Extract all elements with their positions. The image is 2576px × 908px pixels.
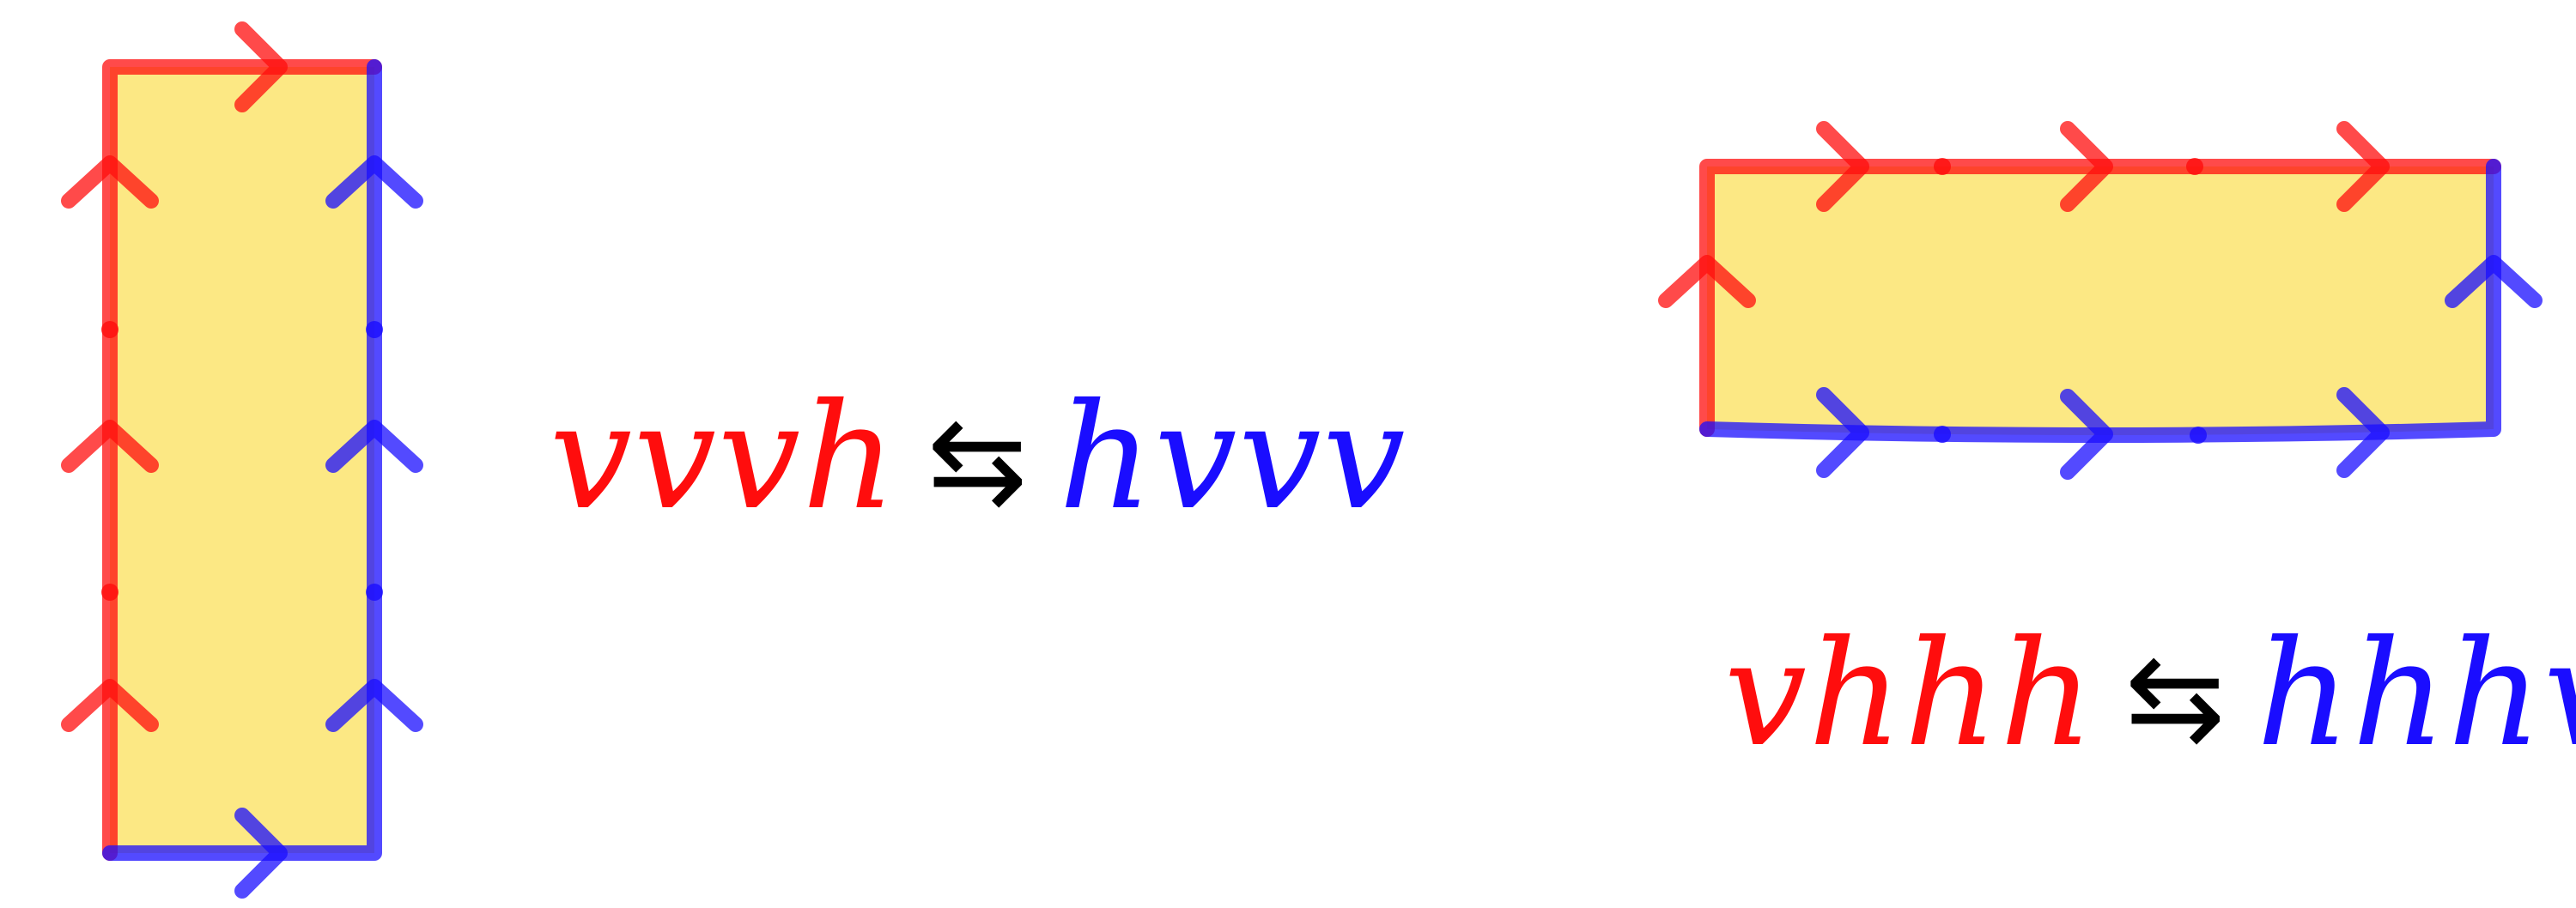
vertex-dot — [366, 584, 383, 601]
right-tile-vertex-dots — [1934, 158, 2207, 444]
vertex-dot — [1934, 426, 1951, 443]
right-tile-red-right-arrows — [1816, 121, 2390, 212]
right-tile-fill — [1707, 166, 2494, 435]
right-relation-rhs: hhhv — [2256, 609, 2576, 779]
left-relation-lhs: vvvh — [550, 372, 898, 542]
chevron-up-icon — [61, 420, 159, 473]
chevron-up-icon — [325, 155, 423, 209]
chevron-right-icon — [2060, 121, 2113, 212]
right-relation-lhs: vhhh — [1724, 609, 2096, 779]
chevron-right-icon — [234, 21, 288, 112]
left-tile-red-up-arrows — [61, 155, 159, 732]
vertex-dot — [2186, 158, 2203, 175]
vertex-dot — [101, 321, 118, 338]
swap-arrow-icon: ⇆ — [927, 391, 1030, 531]
chevron-up-icon — [61, 679, 159, 732]
chevron-right-icon — [2336, 387, 2390, 478]
right-relation: vhhh⇆hhhv — [1724, 621, 2576, 767]
chevron-up-icon — [325, 679, 423, 732]
vertex-dot — [1934, 158, 1951, 175]
chevron-right-icon — [1816, 387, 1869, 478]
left-tile-blue-up-arrows — [325, 155, 423, 732]
left-tile-vertex-dots — [101, 321, 383, 601]
chevron-up-icon — [2445, 255, 2543, 308]
right-tile — [1658, 121, 2543, 480]
chevron-right-icon — [234, 808, 288, 899]
right-tile-blue-right-arrows — [1816, 387, 2390, 480]
chevron-up-icon — [1658, 255, 1756, 308]
vertex-dot — [2190, 427, 2207, 444]
left-relation-rhs: hvvv — [1058, 372, 1407, 542]
vertex-dot — [366, 321, 383, 338]
vertex-dot — [101, 584, 118, 601]
chevron-up-icon — [325, 420, 423, 473]
chevron-right-icon — [1816, 121, 1869, 212]
chevron-right-icon — [2336, 121, 2390, 212]
chevron-up-icon — [61, 155, 159, 209]
swap-arrow-icon: ⇆ — [2124, 628, 2227, 768]
left-relation: vvvh ⇆ hvvv — [550, 384, 1407, 530]
right-tile-red-path — [1699, 159, 2501, 437]
chevron-right-icon — [2060, 389, 2113, 480]
left-tile — [61, 21, 423, 899]
